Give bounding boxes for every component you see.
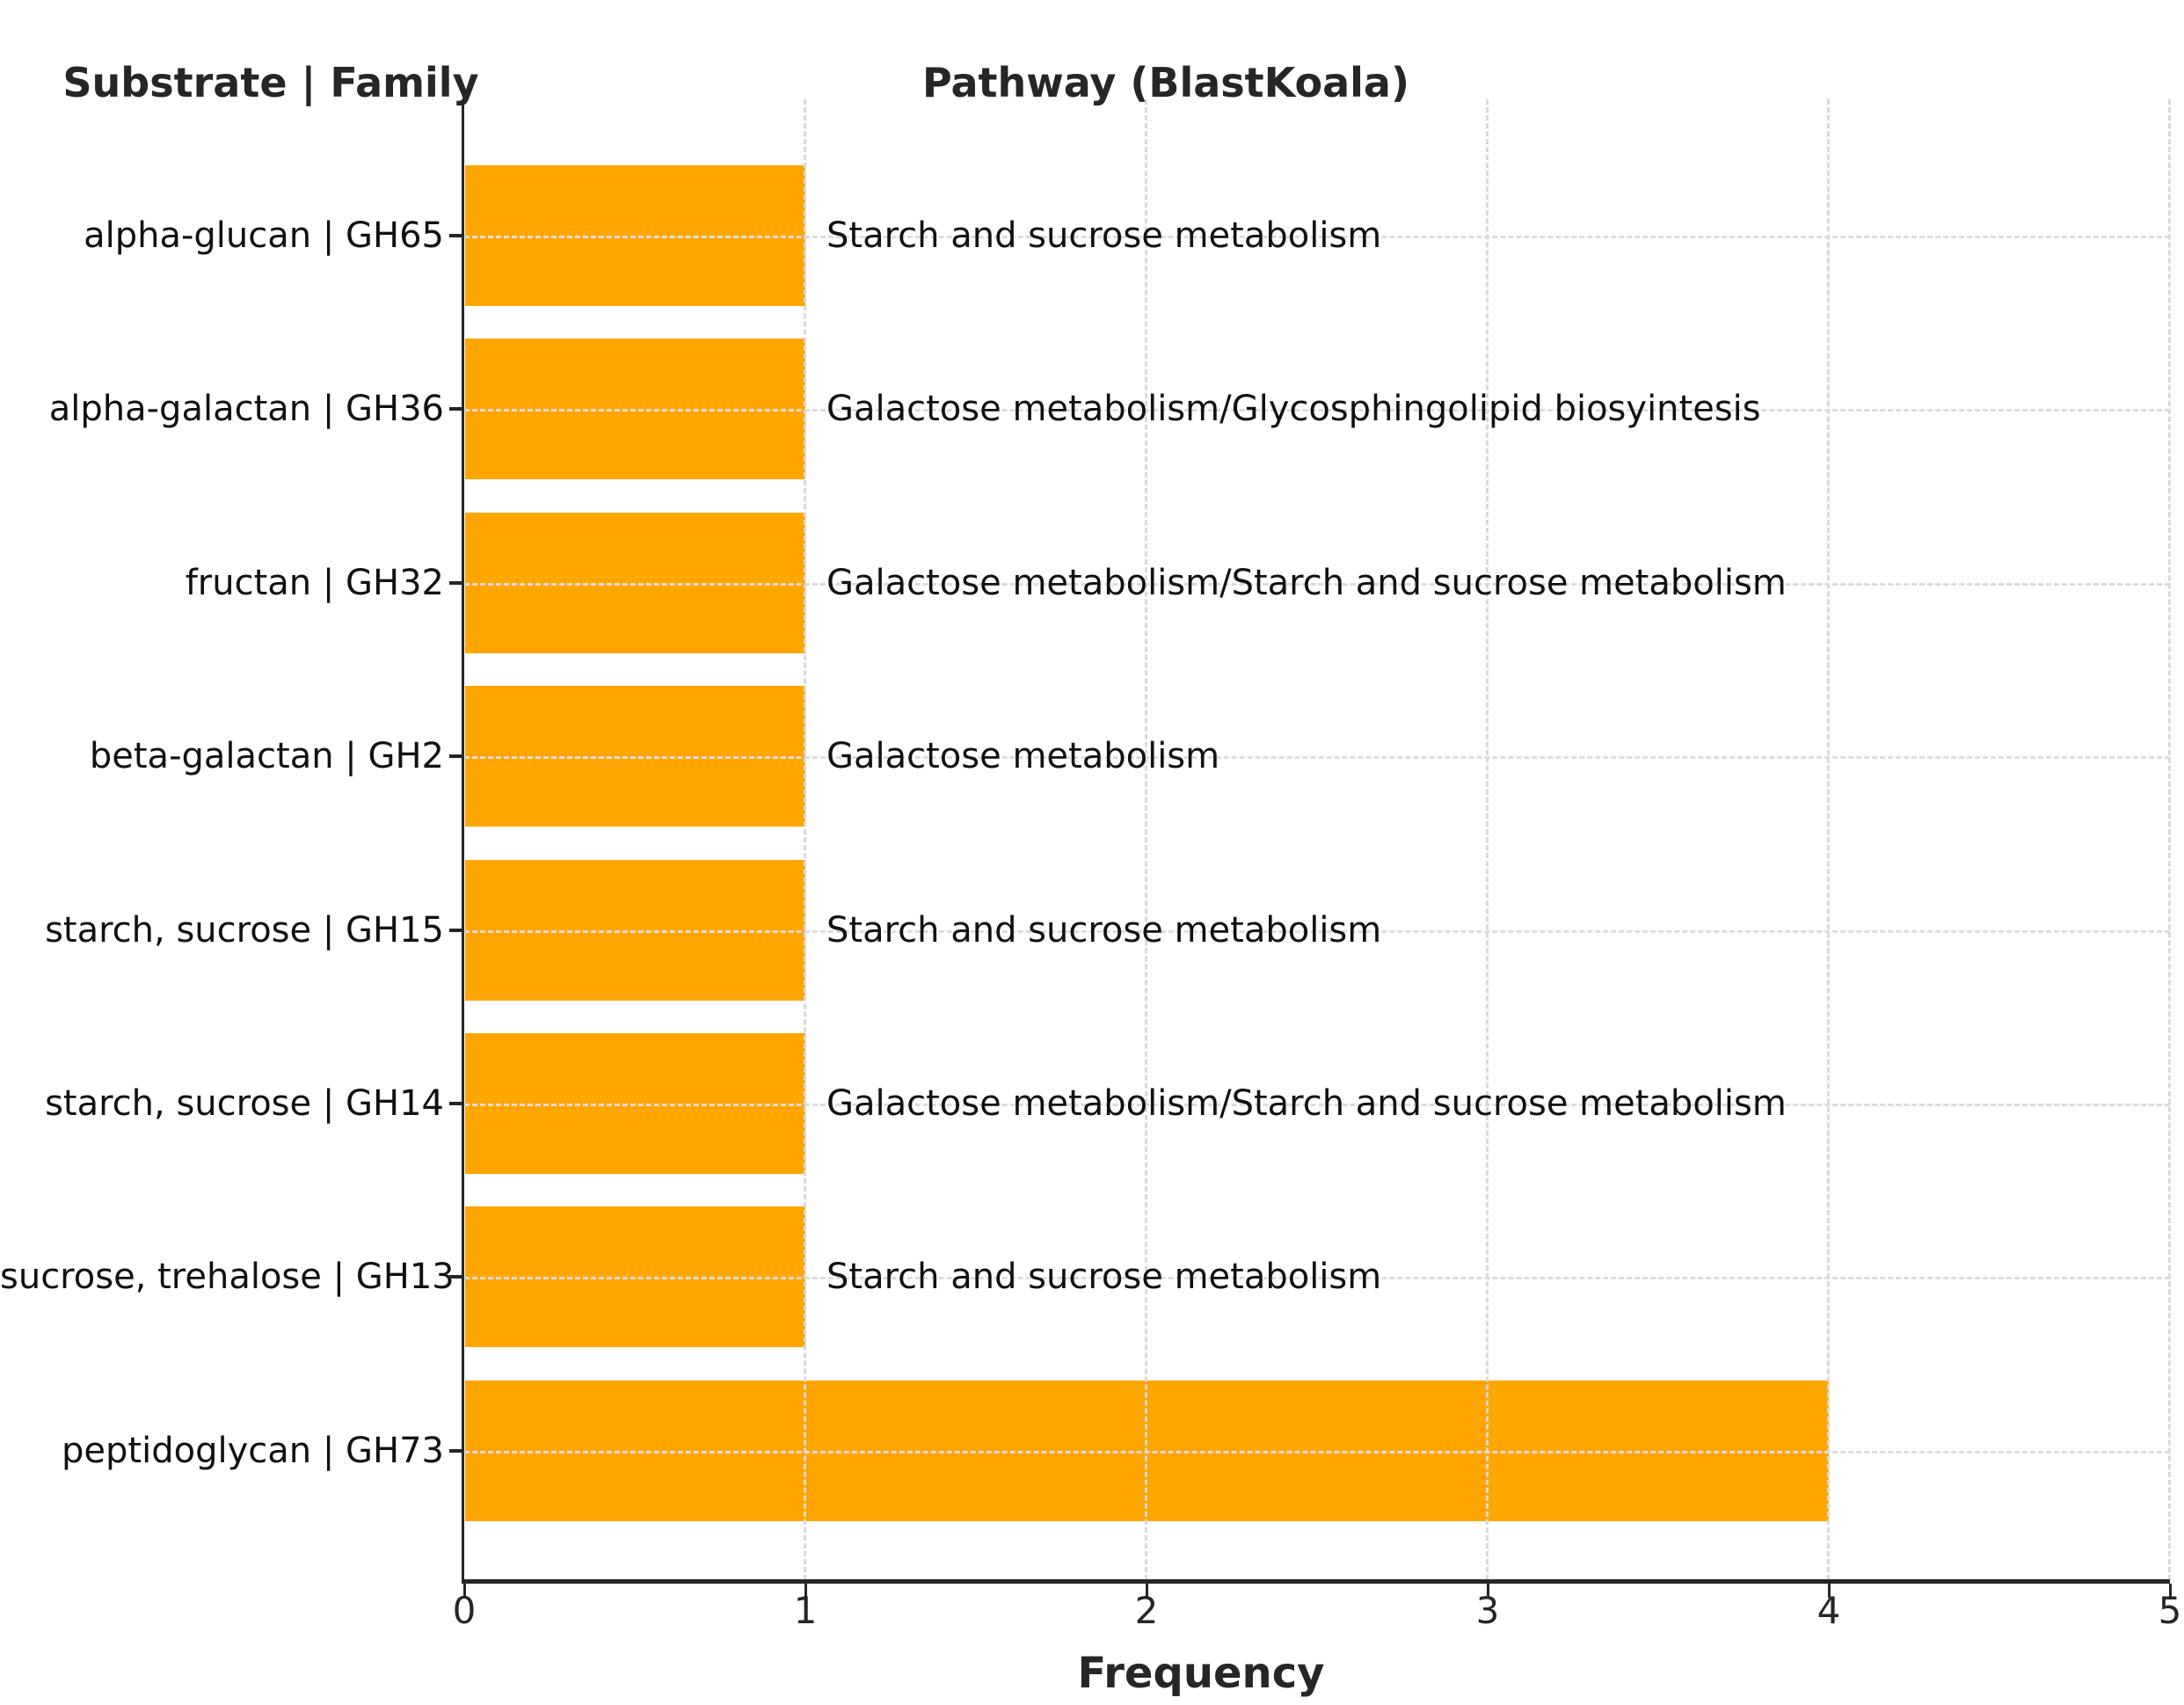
pathway-annotation: Galactose metabolism	[826, 736, 1220, 776]
category-label: starch, sucrose | GH15	[45, 910, 444, 951]
category-label: fructan | GH32	[185, 563, 444, 603]
x-axis-tick	[1487, 1584, 1489, 1598]
x-axis-tick	[1828, 1584, 1831, 1598]
x-axis-spine	[462, 1579, 2170, 1584]
category-label: alpha-galactan | GH36	[48, 389, 444, 429]
horizontal-gridline	[464, 930, 2170, 933]
vertical-gridline	[1145, 99, 1147, 1580]
x-axis-tick	[2169, 1584, 2172, 1598]
vertical-gridline	[1827, 99, 1830, 1580]
pathway-annotation: Galactose metabolism/Glycosphingolipid b…	[826, 389, 1761, 429]
category-label: alpha-glucan | GH65	[84, 215, 444, 256]
y-axis-tick	[449, 1275, 464, 1279]
y-axis-tick	[449, 1449, 464, 1453]
x-tick-label: 5	[2158, 1589, 2182, 1632]
x-axis-tick	[463, 1584, 466, 1598]
x-axis-tick	[1146, 1584, 1148, 1598]
category-label: starch, sucrose | GH14	[45, 1083, 444, 1124]
y-axis-spine	[462, 99, 464, 1583]
categories-column-header: Substrate | Family	[62, 59, 479, 106]
vertical-gridline	[1486, 99, 1489, 1580]
horizontal-gridline	[464, 1451, 2170, 1454]
category-label: sucrose, trehalose | GH13	[0, 1257, 455, 1297]
y-axis-tick	[449, 234, 464, 237]
plot-area: Starch and sucrose metabolism Galactose …	[449, 99, 2172, 1598]
y-axis-tick	[449, 581, 464, 585]
vertical-gridline	[804, 99, 806, 1580]
pathway-annotation: Starch and sucrose metabolism	[826, 1257, 1382, 1297]
horizontal-gridline	[464, 409, 2170, 412]
horizontal-gridline	[464, 583, 2170, 586]
y-axis-tick	[449, 407, 464, 411]
vertical-gridline	[2168, 99, 2171, 1580]
pathway-annotation: Galactose metabolism/Starch and sucrose …	[826, 563, 1787, 603]
y-axis-tick	[449, 754, 464, 758]
pathway-annotation: Starch and sucrose metabolism	[826, 910, 1382, 951]
pathway-annotation: Galactose metabolism/Starch and sucrose …	[826, 1083, 1787, 1124]
horizontal-gridline	[464, 1104, 2170, 1106]
category-label: beta-galactan | GH2	[89, 736, 444, 776]
pathway-annotation: Starch and sucrose metabolism	[826, 215, 1382, 256]
category-label: peptidoglycan | GH73	[62, 1431, 444, 1471]
y-axis-tick	[449, 1102, 464, 1105]
x-axis-tick	[804, 1584, 807, 1598]
horizontal-gridline	[464, 236, 2170, 238]
x-axis-title: Frequency	[1077, 1649, 1325, 1698]
y-axis-tick	[449, 929, 464, 932]
horizontal-gridline	[464, 1277, 2170, 1279]
chart-title: Pathway (BlastKoala)	[922, 59, 1409, 106]
horizontal-gridline	[464, 756, 2170, 759]
